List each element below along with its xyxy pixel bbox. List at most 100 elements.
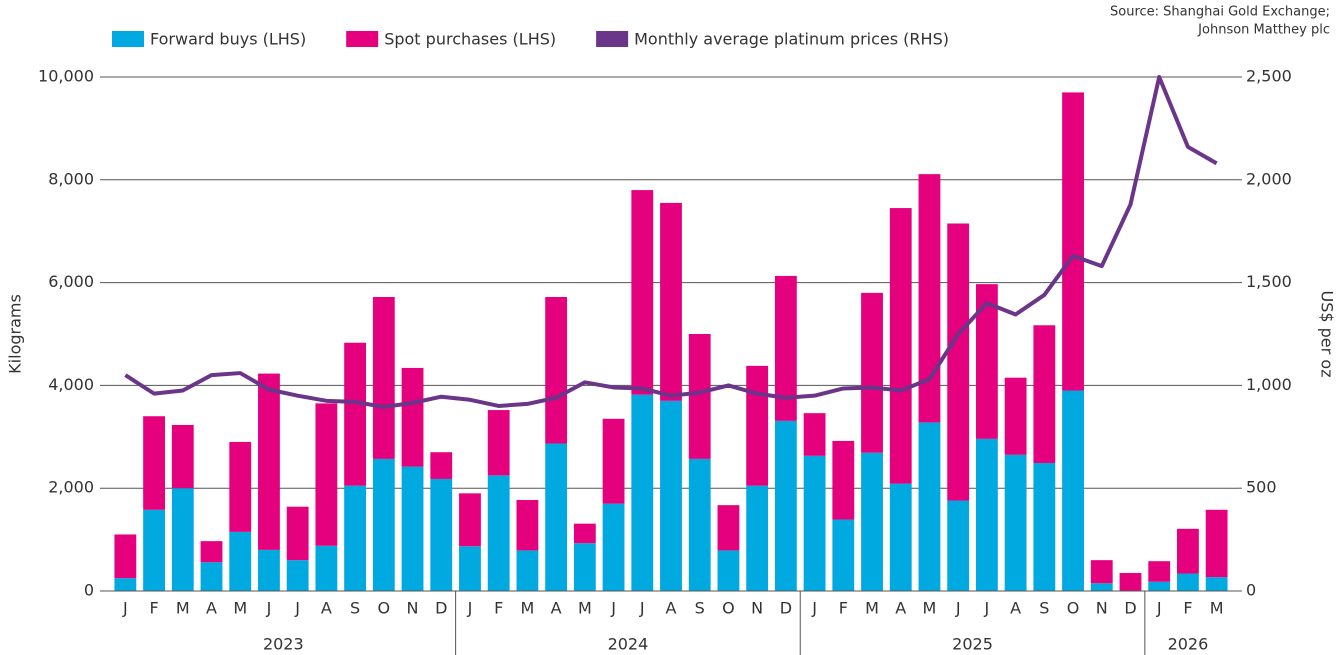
x-tick-label: J [955, 599, 961, 618]
bar [1062, 390, 1084, 591]
bar [401, 466, 424, 591]
bar [372, 296, 395, 459]
x-tick-label: M [923, 599, 937, 618]
legend-label: Monthly average platinum prices (RHS) [634, 30, 949, 49]
x-tick-label: O [722, 599, 735, 618]
bar [487, 410, 510, 476]
x-tick-label: M [521, 599, 535, 618]
x-tick-label: J [811, 599, 817, 618]
bar [975, 438, 998, 591]
x-tick-label: O [1067, 599, 1080, 618]
x-tick-label: J [122, 599, 128, 618]
bar [171, 488, 194, 591]
x-tick-label: N [407, 599, 419, 618]
year-label: 2024 [608, 635, 649, 654]
x-tick-label: M [233, 599, 247, 618]
bar [516, 550, 539, 591]
bar [861, 292, 883, 453]
bar [1004, 377, 1027, 455]
bar [143, 509, 165, 591]
bar [660, 202, 682, 401]
bar [1177, 528, 1199, 574]
x-tick-label: D [1124, 599, 1136, 618]
y2-tick-label: 1,000 [1246, 375, 1292, 394]
bar [1148, 581, 1171, 591]
bar [459, 546, 481, 591]
x-tick-label: J [639, 599, 645, 618]
bar [774, 420, 797, 591]
x-tick-label: O [378, 599, 391, 618]
x-tick-label: N [1096, 599, 1108, 618]
bar [746, 365, 769, 486]
bar [1062, 92, 1084, 391]
bar [229, 441, 252, 532]
bar [832, 440, 855, 520]
bar [803, 413, 826, 456]
bar [774, 275, 797, 421]
x-tick-label: A [895, 599, 906, 618]
bar [372, 458, 395, 591]
x-tick-label: D [435, 599, 447, 618]
source: Source: Shanghai Gold Exchange; [1110, 5, 1330, 20]
x-tick-label: A [1010, 599, 1021, 618]
year-label: 2023 [263, 635, 304, 654]
bar [631, 190, 654, 395]
x-tick-label: S [1039, 599, 1049, 618]
legend-label: Spot purchases (LHS) [384, 30, 556, 49]
x-tick-label: J [467, 599, 473, 618]
bar [401, 367, 424, 467]
x-tick-label: M [865, 599, 879, 618]
bar [573, 523, 596, 544]
legend-swatch [346, 31, 379, 47]
bar [1090, 583, 1113, 591]
bar [861, 452, 883, 591]
y2-tick-label: 1,500 [1246, 272, 1292, 291]
bar [1033, 325, 1056, 464]
bar [918, 174, 941, 423]
x-tick-label: M [578, 599, 592, 618]
bar [947, 500, 970, 591]
bar [602, 503, 625, 591]
bar [918, 422, 941, 591]
y-tick-label: 4,000 [48, 375, 94, 394]
bar [889, 208, 912, 484]
bar [487, 475, 510, 591]
bar [459, 493, 481, 547]
x-tick-label: J [610, 599, 616, 618]
bar [717, 550, 740, 591]
y-tick-label: 8,000 [48, 169, 94, 188]
bar [1205, 509, 1228, 578]
x-tick-label: A [666, 599, 677, 618]
y2-axis-label: US$ per oz [1318, 291, 1337, 378]
bar [114, 534, 137, 579]
bar [717, 505, 740, 551]
bar [889, 483, 912, 591]
bar [688, 334, 711, 459]
x-tick-label: S [350, 599, 360, 618]
bar [947, 223, 970, 501]
y-axis-label: Kilograms [6, 294, 25, 374]
x-tick-label: F [149, 599, 158, 618]
x-tick-label: J [266, 599, 272, 618]
y2-tick-label: 0 [1246, 581, 1256, 600]
bar [114, 578, 137, 591]
bar [344, 342, 367, 486]
bar [602, 418, 625, 504]
bar [1119, 573, 1142, 591]
bar [688, 458, 711, 591]
bar [1033, 463, 1056, 591]
bar [286, 560, 309, 591]
y2-tick-label: 500 [1246, 478, 1277, 497]
bar [200, 541, 223, 563]
bar [143, 416, 165, 510]
x-tick-label: F [494, 599, 503, 618]
x-tick-label: N [751, 599, 763, 618]
x-tick-label: J [1156, 599, 1162, 618]
source: Johnson Matthey plc [1197, 23, 1330, 38]
bar [229, 531, 252, 591]
y2-tick-label: 2,000 [1246, 169, 1292, 188]
bar [975, 284, 998, 439]
bar [631, 394, 654, 591]
x-tick-label: F [1183, 599, 1192, 618]
